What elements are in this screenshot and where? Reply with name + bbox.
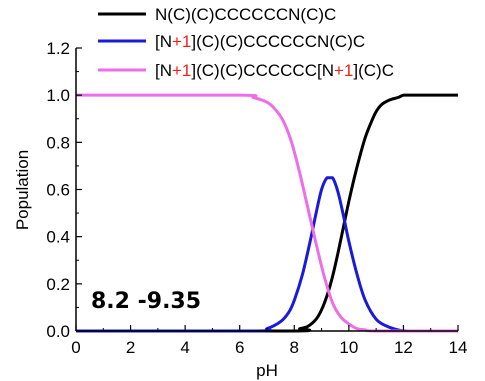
series-line-2	[76, 93, 458, 333]
legend-label-0: N(C)(C)CCCCCCN(C)C	[155, 5, 336, 24]
x-tick-label: 14	[449, 338, 468, 357]
y-tick-label: 0.0	[46, 322, 70, 341]
x-tick-label: 8	[290, 338, 299, 357]
y-tick-label: 0.2	[46, 275, 70, 294]
legend-text-part: ](C)(C)CCCCCCN(C)C	[191, 32, 365, 51]
legend-charge-part: +1	[172, 32, 191, 51]
legend-label-1: [N+1](C)(C)CCCCCCN(C)C	[155, 32, 365, 51]
ticks: 0 2 4 6 8 10 12 14 0.0 0.2 0.4 0.6 0.8 1.0 1.2	[46, 39, 467, 357]
x-tick-label: 12	[394, 338, 413, 357]
y-axis-title: Population	[13, 150, 32, 230]
series-layer	[76, 93, 458, 333]
y-tick-label: 0.8	[46, 133, 70, 152]
y-tick-label: 0.6	[46, 181, 70, 200]
series-line-0	[76, 93, 458, 333]
legend-charge-part: +1	[334, 61, 353, 80]
legend-text-part: [N	[155, 61, 172, 80]
x-axis-title: pH	[256, 361, 278, 380]
y-tick-label: 0.4	[46, 228, 70, 247]
x-tick-label: 2	[126, 338, 135, 357]
legend-text-part: [N	[155, 32, 172, 51]
x-tick-label: 4	[180, 338, 189, 357]
x-tick-label: 0	[71, 338, 80, 357]
y-tick-label: 1.0	[46, 86, 70, 105]
y-tick-label: 1.2	[46, 39, 70, 58]
legend: N(C)(C)CCCCCCN(C)C[N+1](C)(C)CCCCCCN(C)C…	[98, 5, 394, 80]
legend-text-part: ](C)C	[353, 61, 394, 80]
legend-charge-part: +1	[172, 61, 191, 80]
legend-text-part: N(C)(C)CCCCCCN(C)C	[155, 5, 336, 24]
legend-text-part: ](C)(C)CCCCCC[N	[191, 61, 334, 80]
legend-label-2: [N+1](C)(C)CCCCCC[N+1](C)C	[155, 61, 394, 80]
x-tick-label: 10	[339, 338, 358, 357]
series-line-1	[76, 176, 458, 333]
x-tick-label: 6	[235, 338, 244, 357]
annotation-label: 8.2 -9.35	[91, 289, 201, 314]
